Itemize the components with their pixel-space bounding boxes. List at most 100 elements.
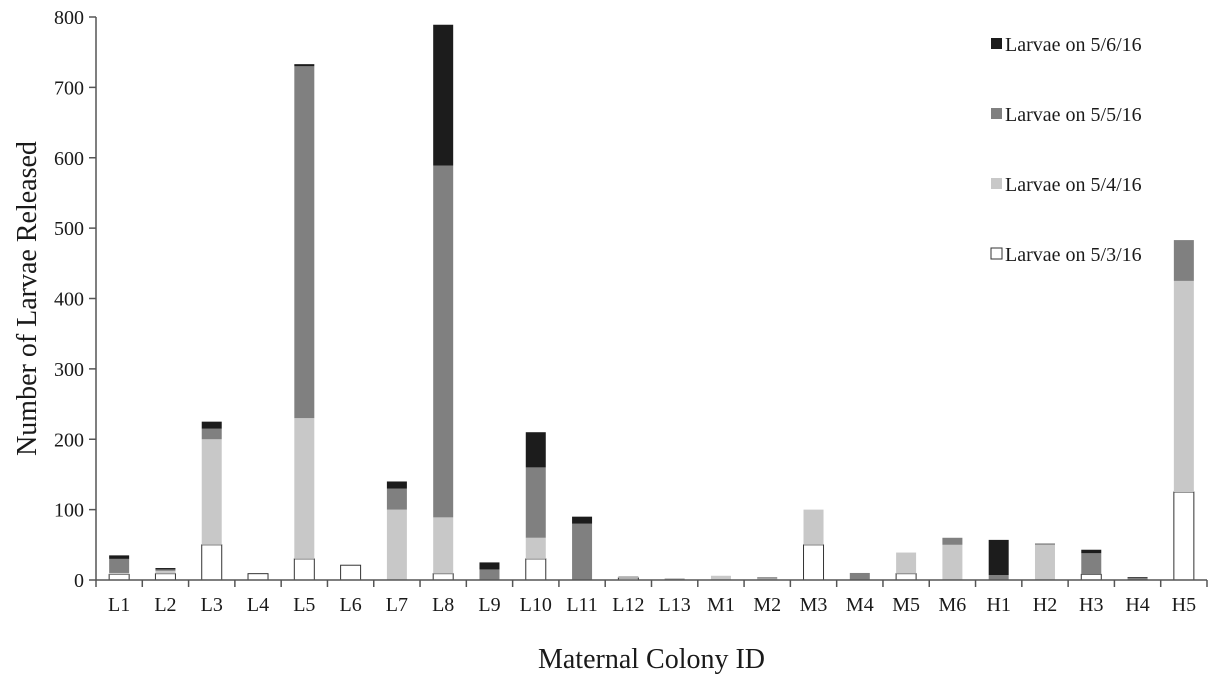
x-tick-label: M4	[846, 594, 874, 616]
bar-segment	[201, 428, 222, 440]
bar-segment	[1034, 543, 1055, 545]
bar-segment	[386, 509, 407, 580]
x-tick-label: M5	[892, 594, 920, 616]
y-axis-title: Number of Larvae Released	[12, 141, 43, 456]
bar-segment	[803, 509, 824, 545]
legend-swatch	[991, 108, 1002, 119]
x-tick-label: L4	[247, 594, 269, 616]
bar-segment	[664, 578, 685, 580]
bar-segment	[433, 165, 454, 518]
x-tick-label: L13	[659, 594, 691, 616]
bar-segment	[1173, 240, 1194, 281]
bar-segment	[386, 481, 407, 489]
legend-label: Larvae on 5/3/16	[1005, 244, 1142, 266]
bar-segment	[525, 467, 546, 538]
x-tick-label: H3	[1079, 594, 1103, 616]
bar-segment	[155, 570, 176, 574]
bar-segment	[1173, 280, 1194, 493]
bars-group	[108, 24, 1195, 581]
x-tick-label: M3	[800, 594, 828, 616]
x-axis-title: Maternal Colony ID	[538, 644, 765, 675]
y-tick-label: 200	[54, 429, 84, 451]
legend: Larvae on 5/6/16 Larvae on 5/5/16 Larvae o…	[990, 34, 1142, 266]
bar-segment	[525, 432, 546, 468]
bar-segment	[155, 569, 176, 571]
bar-segment	[1173, 491, 1195, 581]
bar-segment	[757, 577, 778, 579]
bar-segment	[108, 573, 130, 581]
bar-segment	[572, 523, 593, 580]
bar-segment	[1127, 577, 1148, 580]
bar-segment	[109, 572, 130, 575]
y-tick-label: 300	[54, 359, 84, 381]
bar-segment	[294, 66, 315, 419]
bar-segment	[109, 555, 130, 559]
x-tick-label: M6	[938, 594, 966, 616]
x-tick-label: L11	[566, 594, 597, 616]
x-tick-label: L3	[201, 594, 223, 616]
bar-segment	[618, 577, 639, 578]
bar-segment	[479, 562, 500, 570]
bar-segment	[154, 573, 176, 581]
bar-segment	[386, 488, 407, 510]
x-tick-label: M2	[753, 594, 781, 616]
bar-segment	[201, 439, 222, 545]
x-tick-label: H1	[986, 594, 1010, 616]
y-tick-label: 500	[54, 218, 84, 240]
y-tick-label: 800	[54, 7, 84, 29]
bar-segment	[942, 544, 963, 580]
bar-segment	[294, 418, 315, 559]
bar-segment	[247, 573, 269, 581]
bar-segment	[988, 539, 1009, 576]
y-axis-ticks: 0 100 200 300 400 500 600 700 800	[54, 7, 96, 592]
bar-segment	[155, 568, 176, 570]
bar-segment	[1081, 553, 1102, 575]
legend-swatch	[991, 38, 1002, 49]
y-tick-label: 600	[54, 148, 84, 170]
x-tick-label: H2	[1033, 594, 1057, 616]
x-tick-label: H4	[1125, 594, 1149, 616]
x-tick-label: L10	[520, 594, 552, 616]
bar-segment	[849, 572, 870, 580]
x-tick-label: H5	[1172, 594, 1196, 616]
x-tick-label: L8	[432, 594, 454, 616]
bar-segment	[340, 564, 362, 581]
bar-segment	[896, 552, 917, 574]
bar-segment	[433, 24, 454, 166]
x-tick-label: L9	[478, 594, 500, 616]
x-tick-label: L12	[612, 594, 644, 616]
bar-segment	[109, 558, 130, 573]
x-axis-ticks: L1 L2 L3 L4 L5 L6 L7 L8 L9 L10 L11 L12 L13 M1 M2 M3 M4 M5…	[95, 580, 1208, 616]
legend-label: Larvae on 5/5/16	[1005, 104, 1142, 126]
bar-segment	[618, 576, 639, 578]
x-tick-label: L2	[154, 594, 176, 616]
y-tick-label: 400	[54, 289, 84, 311]
plot-area: 0 100 200 300 400 500 600 700 800 L1 L2 L3 L4 L5 L6 L7…	[54, 7, 1208, 616]
bar-segment	[710, 575, 731, 580]
y-tick-label: 0	[74, 570, 84, 592]
legend-swatch	[991, 178, 1002, 189]
bar-segment	[895, 573, 917, 581]
bar-segment	[479, 569, 500, 580]
bar-segment	[572, 516, 593, 524]
legend-label: Larvae on 5/4/16	[1005, 174, 1142, 196]
y-tick-label: 100	[54, 500, 84, 522]
bar-segment	[525, 537, 546, 559]
bar-segment	[1081, 549, 1102, 554]
bar-segment	[201, 544, 223, 581]
x-tick-label: L5	[293, 594, 315, 616]
x-tick-label: L1	[108, 594, 130, 616]
x-tick-label: L6	[339, 594, 361, 616]
legend-label: Larvae on 5/6/16	[1005, 34, 1142, 56]
bar-segment	[201, 421, 222, 429]
bar-segment	[525, 558, 547, 581]
bar-segment	[293, 558, 315, 581]
bar-segment	[942, 537, 963, 545]
y-tick-label: 700	[54, 77, 84, 99]
bar-segment	[803, 544, 825, 581]
x-tick-label: L7	[386, 594, 408, 616]
x-tick-label: M1	[707, 594, 735, 616]
bar-segment	[1127, 577, 1148, 578]
bar-segment	[433, 517, 454, 574]
legend-swatch	[990, 247, 1003, 260]
